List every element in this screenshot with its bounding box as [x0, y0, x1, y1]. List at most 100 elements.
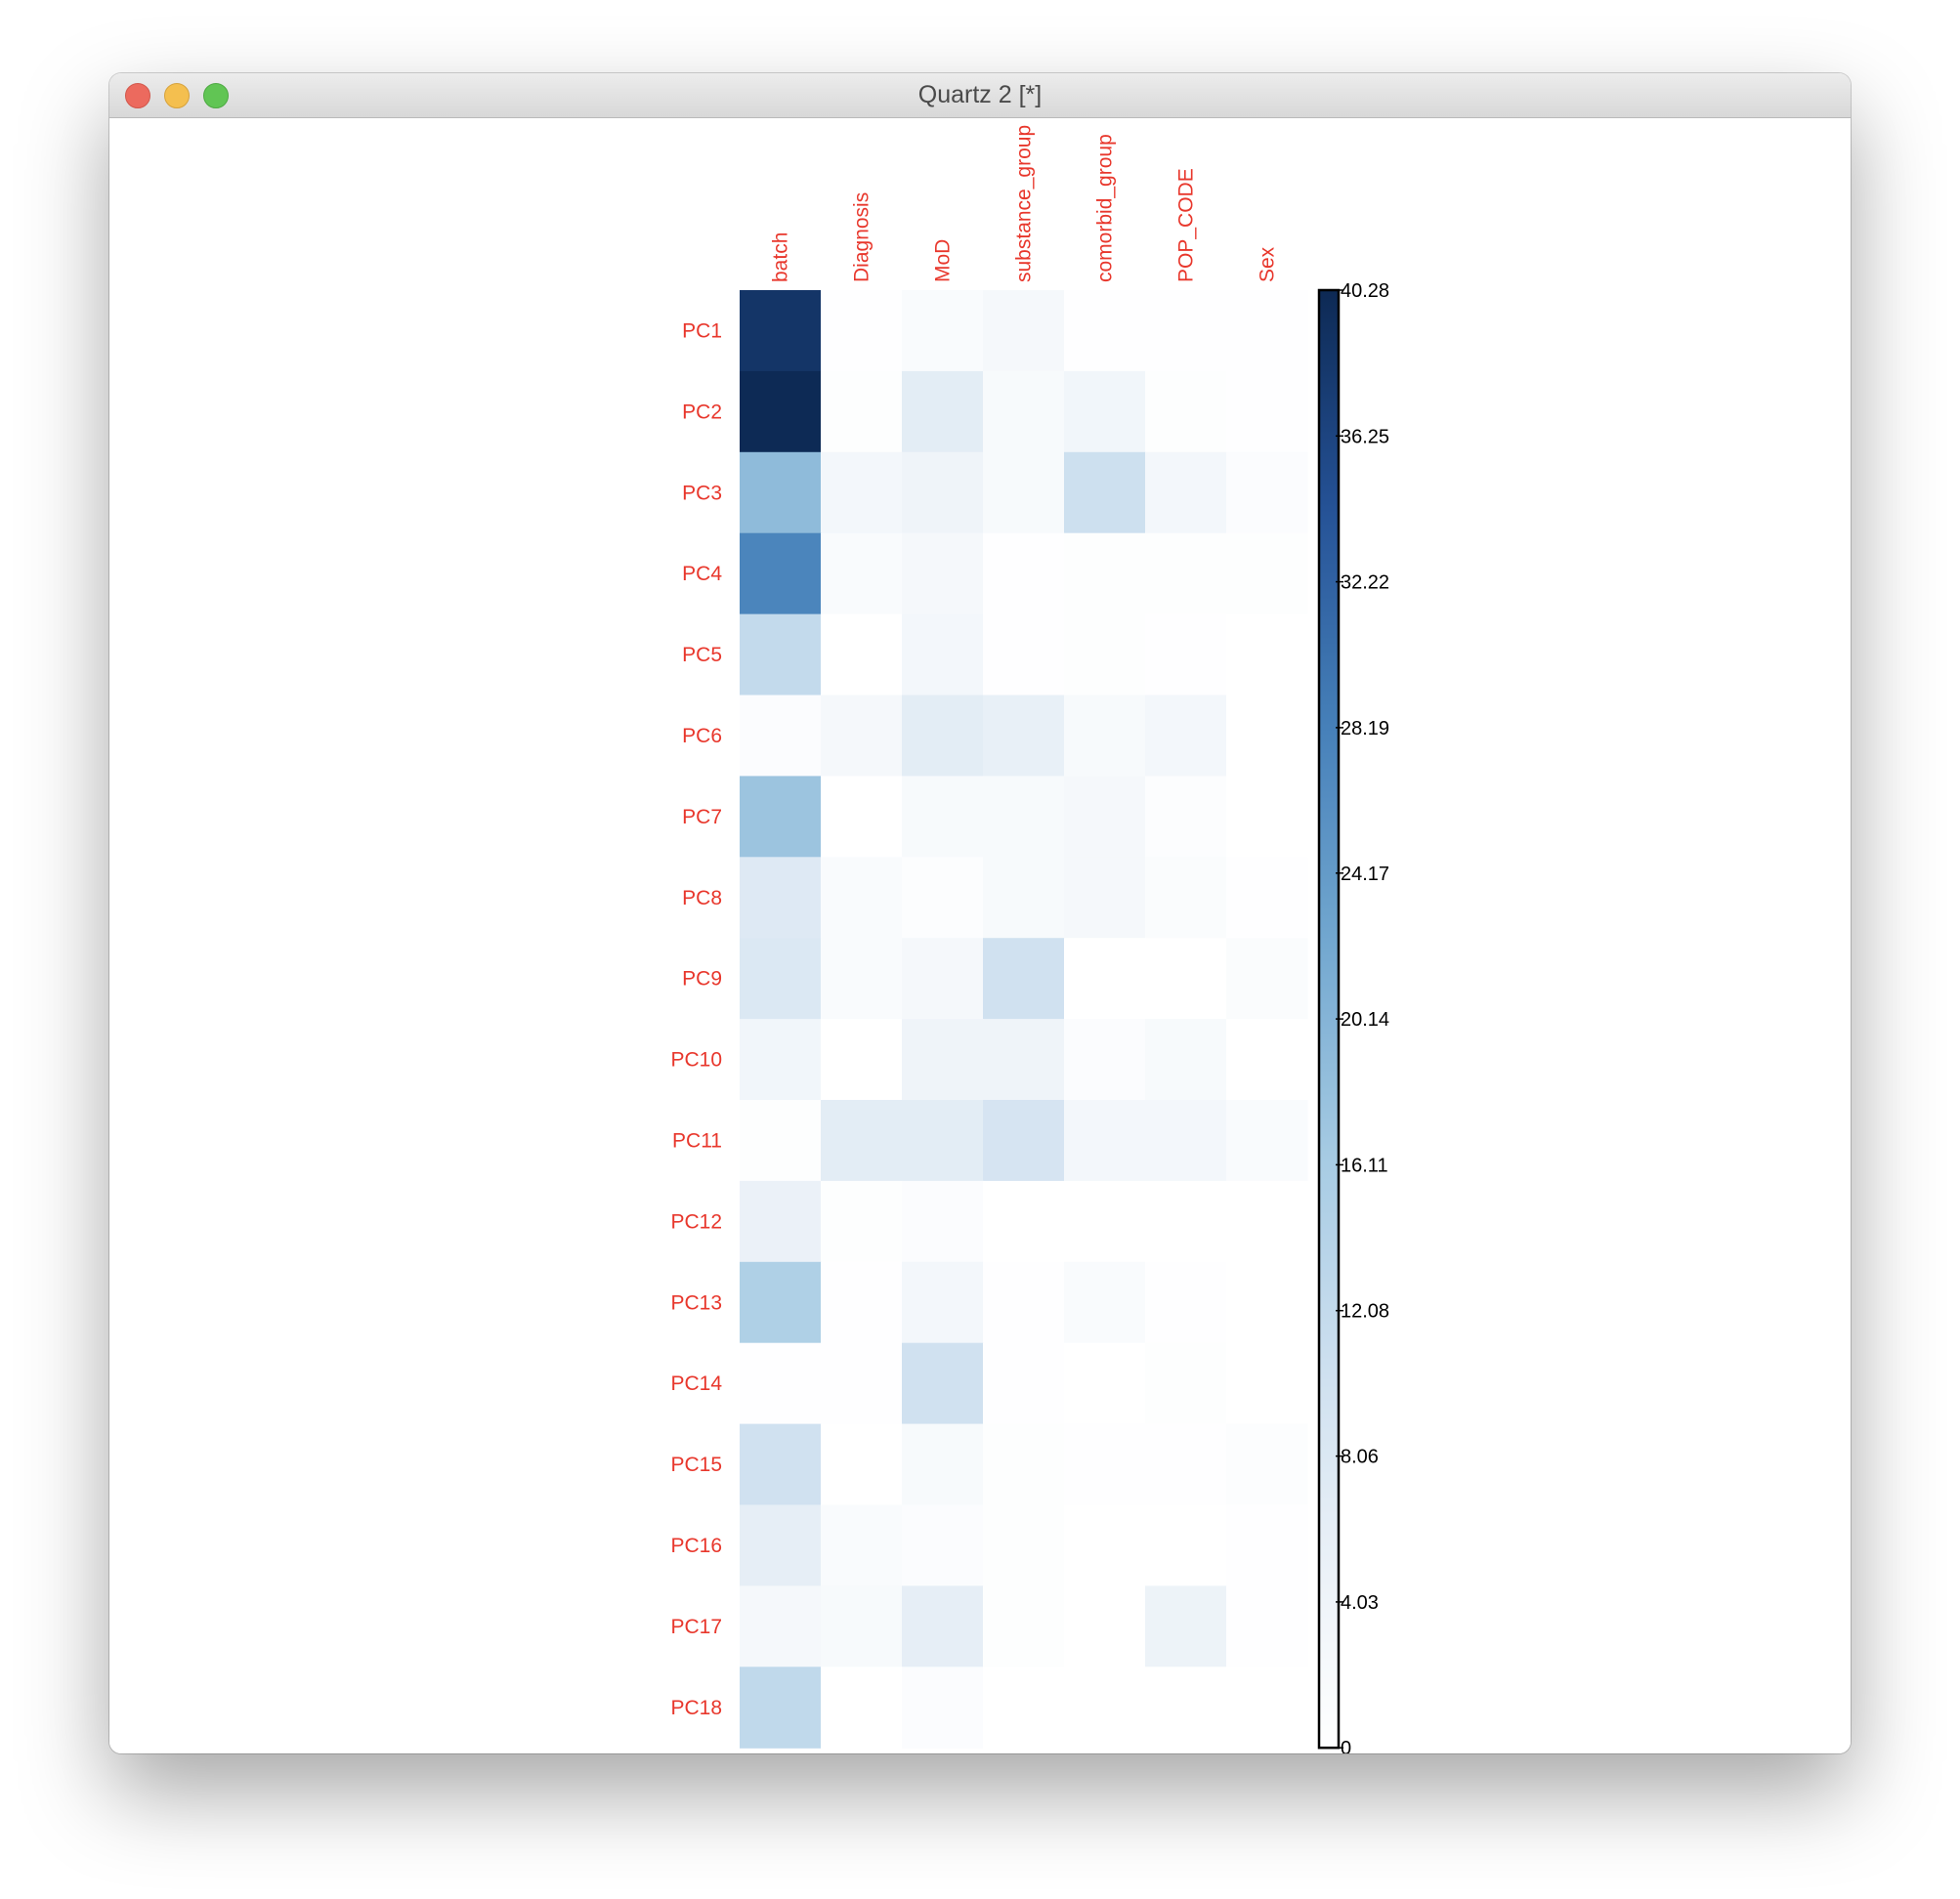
heatmap-cell [1226, 1585, 1308, 1667]
heatmap-cell [1064, 938, 1146, 1020]
heatmap-cell [740, 532, 822, 615]
heatmap-cell [1064, 1342, 1146, 1425]
heatmap-cell [1226, 451, 1308, 534]
heatmap-cell [740, 1585, 822, 1667]
heatmap-cell [740, 370, 822, 453]
heatmap-cell [902, 695, 984, 777]
heatmap-cell [983, 1423, 1065, 1506]
heatmap-cell [983, 1667, 1065, 1749]
heatmap-cell [1145, 1342, 1227, 1425]
heatmap-cell [740, 613, 822, 696]
title-bar[interactable]: Quartz 2 [*] [109, 73, 1851, 118]
heatmap-cell [902, 532, 984, 615]
colorbar-tick-label: 0 [1341, 1738, 1351, 1753]
close-button[interactable] [125, 83, 150, 108]
heatmap-cell [983, 857, 1065, 939]
heatmap-cell [983, 290, 1065, 372]
minimize-button[interactable] [164, 83, 190, 108]
heatmap-cell [1064, 451, 1146, 534]
heatmap-cell [983, 1342, 1065, 1425]
column-label: Diagnosis [851, 192, 873, 282]
heatmap-cell [1226, 1019, 1308, 1101]
heatmap-cell [821, 1100, 903, 1182]
heatmap-cell [983, 1100, 1065, 1182]
heatmap-cell [1226, 290, 1308, 372]
heatmap-cell [1226, 695, 1308, 777]
heatmap-cell [740, 1423, 822, 1506]
heatmap-cell [1145, 938, 1227, 1020]
heatmap-cell [1226, 1667, 1308, 1749]
heatmap-cell [1064, 613, 1146, 696]
heatmap-cell [983, 695, 1065, 777]
row-label: PC3 [682, 482, 722, 504]
heatmap-cell [902, 451, 984, 534]
heatmap-cell [821, 532, 903, 615]
heatmap-cell [821, 857, 903, 939]
heatmap-cell [1226, 1423, 1308, 1506]
zoom-button[interactable] [203, 83, 229, 108]
heatmap-cell [1145, 1019, 1227, 1101]
row-label: PC11 [672, 1129, 722, 1152]
column-label: comorbid_group [1094, 134, 1117, 282]
heatmap-cell [983, 1019, 1065, 1101]
heatmap-cell [983, 1180, 1065, 1263]
heatmap-cell [740, 1019, 822, 1101]
heatmap-cell [740, 290, 822, 372]
heatmap-cell [1226, 1342, 1308, 1425]
row-label: PC12 [670, 1210, 722, 1233]
heatmap-cell [1064, 370, 1146, 453]
colorbar: 0 4.03 8.06 12.08 16.11 20.14 24.17 28.19 32.22 3… [1317, 280, 1389, 1753]
heatmap-cell [983, 532, 1065, 615]
heatmap-cell [740, 451, 822, 534]
heatmap-cell [740, 695, 822, 777]
heatmap-cell [1064, 1423, 1146, 1506]
heatmap-cell [821, 451, 903, 534]
heatmap-cell [983, 1585, 1065, 1667]
heatmap-cell [821, 1019, 903, 1101]
heatmap-cell [902, 1019, 984, 1101]
heatmap-cell [821, 613, 903, 696]
heatmap-cell [1145, 1504, 1227, 1586]
colorbar-tick-label: 12.08 [1341, 1301, 1389, 1323]
heatmap-cell [902, 1504, 984, 1586]
heatmap-cell [821, 695, 903, 777]
heatmap-cell [1226, 938, 1308, 1020]
heatmap-cell [1064, 1180, 1146, 1263]
heatmap-cell [821, 1261, 903, 1344]
heatmap-cell [821, 1342, 903, 1425]
window-title: Quartz 2 [*] [917, 81, 1043, 108]
heatmap-cell [740, 938, 822, 1020]
colorbar-tick-label: 36.25 [1341, 426, 1389, 447]
heatmap-cell [1145, 857, 1227, 939]
heatmap-cell [1064, 1504, 1146, 1586]
heatmap-cell [1226, 1261, 1308, 1344]
heatmap-cells [740, 290, 1308, 1749]
row-label: PC5 [682, 644, 722, 666]
heatmap-cell [1064, 695, 1146, 777]
heatmap-cell [740, 857, 822, 939]
row-label: PC17 [670, 1616, 722, 1638]
heatmap-cell [902, 776, 984, 858]
colorbar-tick-label: 20.14 [1341, 1009, 1389, 1031]
heatmap-cell [983, 613, 1065, 696]
heatmap-cell [740, 1180, 822, 1263]
heatmap-cell [983, 938, 1065, 1020]
heatmap-cell [1145, 1261, 1227, 1344]
heatmap-cell [821, 776, 903, 858]
heatmap-cell [821, 1180, 903, 1263]
row-label: PC16 [670, 1535, 722, 1557]
heatmap-cell [1226, 1100, 1308, 1182]
heatmap-cell [821, 1667, 903, 1749]
row-label: PC8 [682, 887, 722, 909]
row-labels: PC1 PC2 PC3 PC4 PC5 PC6 PC7 PC8 PC9 PC10 PC11 PC12 P… [670, 319, 722, 1718]
heatmap-cell [1064, 1100, 1146, 1182]
colorbar-tick-label: 8.06 [1341, 1447, 1379, 1468]
row-label: PC18 [670, 1697, 722, 1719]
heatmap-cell [983, 370, 1065, 453]
quartz-window: Quartz 2 [*] PC1 PC2 PC3 PC4 PC5 PC6 PC7 PC8 PC9… [109, 73, 1851, 1753]
row-label: PC6 [682, 725, 722, 747]
heatmap-cell [1226, 857, 1308, 939]
heatmap-cell [902, 857, 984, 939]
heatmap-cell [821, 370, 903, 453]
heatmap-cell [1145, 1667, 1227, 1749]
